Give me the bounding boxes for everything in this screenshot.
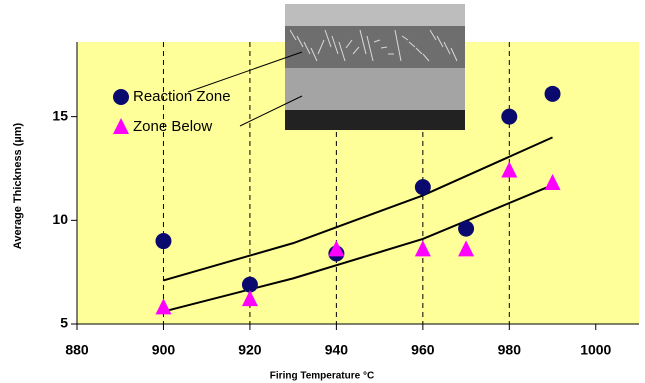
x-tick-label: 900 <box>152 342 176 358</box>
x-tick-label: 940 <box>325 342 349 358</box>
marker <box>501 109 517 125</box>
inset-lower <box>285 68 465 110</box>
y-axis-label: Average Thickness (µm) <box>12 122 24 249</box>
inset-caption <box>285 110 465 130</box>
legend-label: Zone Below <box>133 118 212 135</box>
inset-layer <box>285 26 465 68</box>
x-tick-label: 880 <box>65 342 89 358</box>
marker <box>458 221 474 237</box>
x-axis-label: Firing Temperature °C <box>270 371 374 382</box>
marker <box>415 179 431 195</box>
marker <box>545 86 561 102</box>
y-tick-label: 10 <box>52 211 68 227</box>
y-tick-label: 5 <box>60 315 68 331</box>
x-tick-label: 960 <box>411 342 435 358</box>
legend-label: Reaction Zone <box>133 88 231 105</box>
legend-marker <box>113 89 129 105</box>
inset-top <box>285 4 465 26</box>
inset-image <box>285 4 465 130</box>
y-tick-label: 15 <box>52 107 68 123</box>
chart: Average Thickness (µm) Firing Temperatur… <box>0 0 645 383</box>
x-tick-label: 980 <box>498 342 522 358</box>
marker <box>155 233 171 249</box>
x-tick-label: 1000 <box>580 342 611 358</box>
x-tick-label: 920 <box>238 342 262 358</box>
